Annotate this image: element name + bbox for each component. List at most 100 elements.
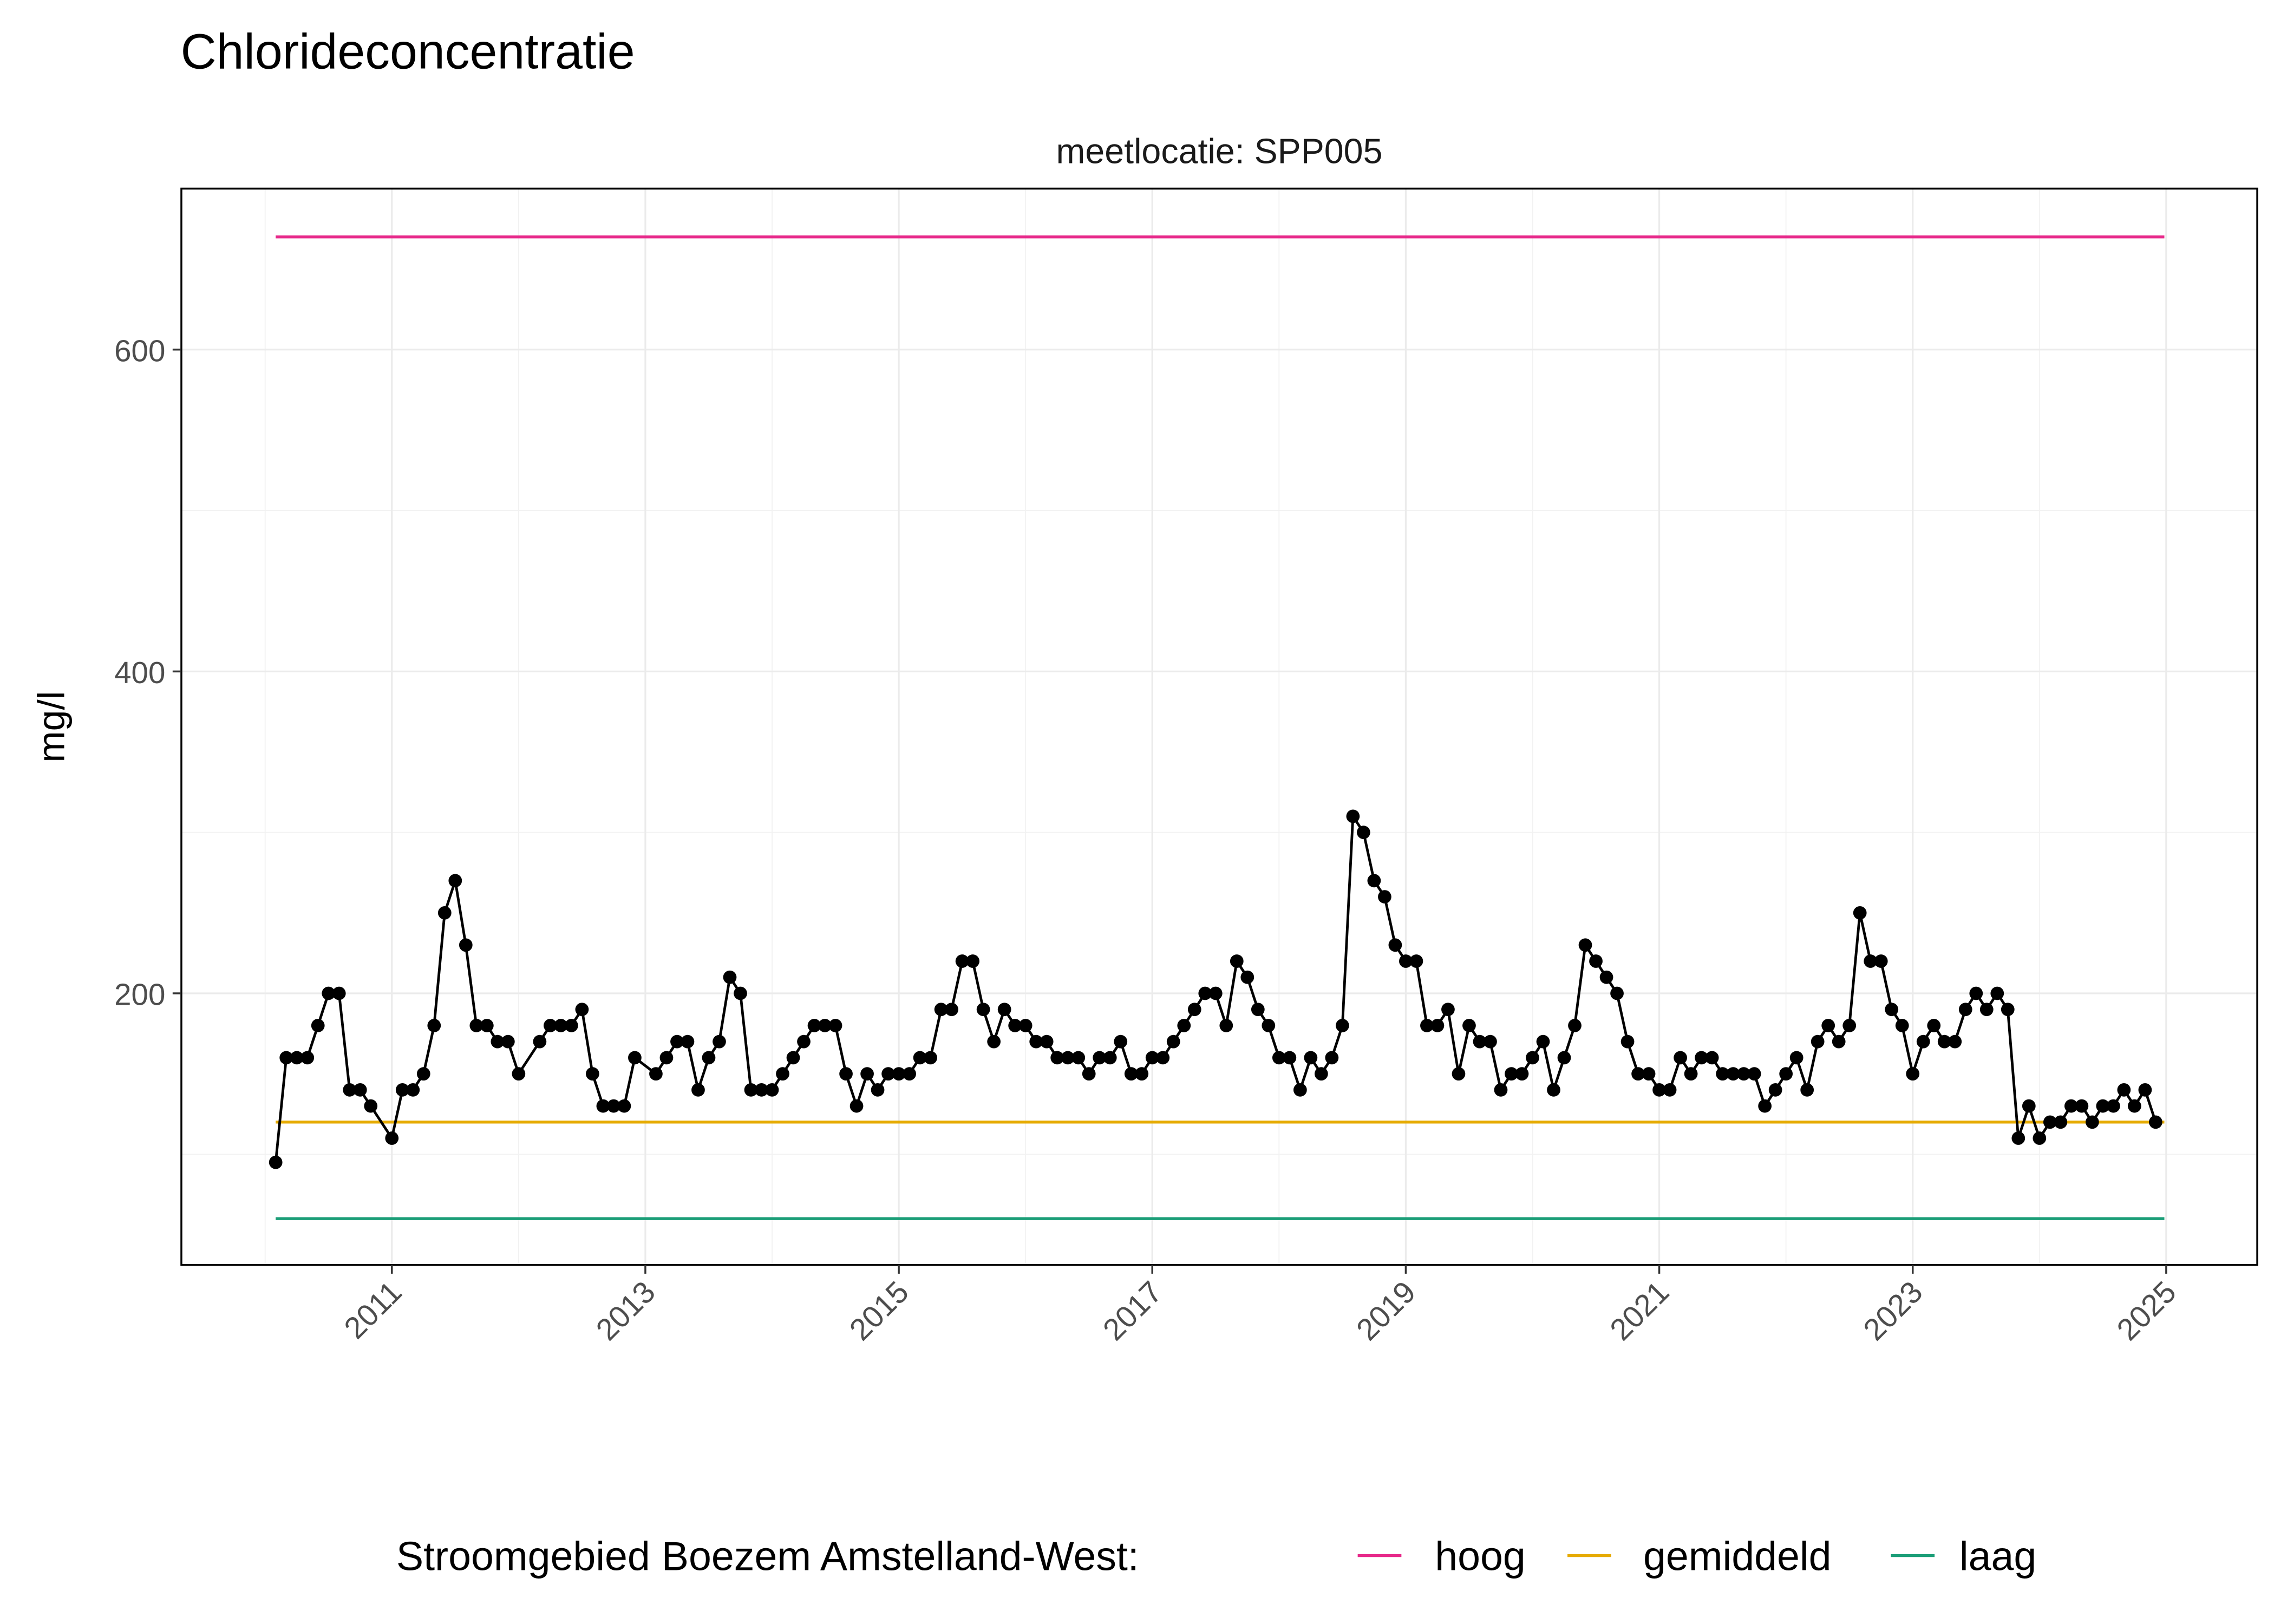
data-point bbox=[1430, 1019, 1445, 1032]
data-point bbox=[437, 906, 452, 920]
data-point bbox=[607, 1099, 620, 1113]
data-point bbox=[723, 970, 737, 984]
data-point bbox=[491, 1034, 505, 1049]
data-point bbox=[659, 1051, 674, 1065]
x-axis: 2011 2013 2015 2017 2019 2021 2023 2025 bbox=[337, 1265, 2182, 1347]
data-point bbox=[1166, 1034, 1180, 1049]
data-point bbox=[1599, 970, 1613, 984]
data-point bbox=[1842, 1019, 1857, 1032]
data-point bbox=[1526, 1051, 1539, 1065]
data-point bbox=[776, 1067, 789, 1081]
data-point bbox=[818, 1019, 832, 1032]
data-point bbox=[713, 1034, 726, 1049]
data-point bbox=[1346, 809, 1360, 823]
data-point bbox=[364, 1099, 378, 1113]
y-tick-label: 200 bbox=[114, 978, 165, 1012]
data-point bbox=[554, 1019, 568, 1032]
legend-label: laag bbox=[1959, 1533, 2036, 1579]
data-point bbox=[2022, 1099, 2036, 1113]
x-tick-label: 2019 bbox=[1350, 1275, 1422, 1347]
data-point bbox=[1610, 986, 1624, 1000]
data-point bbox=[744, 1083, 758, 1097]
data-point bbox=[1114, 1034, 1128, 1049]
data-point bbox=[1726, 1067, 1740, 1081]
data-point bbox=[290, 1051, 304, 1065]
data-point bbox=[1399, 954, 1413, 968]
x-tick-label: 2023 bbox=[1857, 1275, 1929, 1347]
data-point bbox=[924, 1051, 937, 1065]
data-point bbox=[1536, 1034, 1550, 1049]
data-point bbox=[913, 1051, 927, 1065]
data-point bbox=[1135, 1067, 1149, 1081]
data-point bbox=[1293, 1083, 1307, 1097]
data-point bbox=[1684, 1067, 1698, 1081]
data-point bbox=[1547, 1083, 1560, 1097]
data-point bbox=[1177, 1019, 1191, 1032]
data-point bbox=[1620, 1034, 1635, 1049]
data-point bbox=[2064, 1099, 2078, 1113]
data-point bbox=[976, 1003, 990, 1017]
data-point bbox=[1768, 1083, 1782, 1097]
legend: Stroomgebied Boezem Amstelland-West: hoo… bbox=[396, 1533, 2036, 1579]
data-point bbox=[892, 1067, 906, 1081]
data-point bbox=[1124, 1067, 1138, 1081]
data-point bbox=[1990, 986, 2004, 1000]
reference-lines bbox=[276, 235, 2165, 1220]
data-point bbox=[903, 1067, 916, 1081]
plot-panel-border bbox=[180, 187, 2258, 1266]
y-axis-label: mg/l bbox=[30, 691, 72, 763]
data-point bbox=[1494, 1083, 1508, 1097]
data-point bbox=[1008, 1019, 1022, 1032]
data-point bbox=[1156, 1051, 1170, 1065]
data-point bbox=[1462, 1019, 1476, 1032]
data-point bbox=[1969, 986, 1983, 1000]
data-point bbox=[987, 1034, 1001, 1049]
data-point bbox=[1061, 1051, 1075, 1065]
data-point bbox=[2043, 1115, 2057, 1129]
facet-label: meetlocatie: SPP005 bbox=[1056, 132, 1383, 171]
data-point bbox=[755, 1083, 768, 1097]
data-point bbox=[1145, 1051, 1159, 1065]
data-point bbox=[1473, 1034, 1487, 1049]
data-point bbox=[2138, 1083, 2152, 1097]
data-point bbox=[533, 1034, 547, 1049]
data-point bbox=[1674, 1051, 1687, 1065]
data-point bbox=[459, 938, 473, 952]
data-point bbox=[850, 1099, 864, 1113]
data-point bbox=[480, 1019, 494, 1032]
data-point bbox=[1948, 1034, 1962, 1049]
data-point bbox=[1187, 1003, 1201, 1017]
data-point bbox=[1262, 1019, 1276, 1032]
data-point bbox=[649, 1067, 663, 1081]
data-point bbox=[586, 1067, 599, 1081]
data-point bbox=[1663, 1083, 1677, 1097]
data-point bbox=[1420, 1019, 1434, 1032]
data-point bbox=[596, 1099, 610, 1113]
x-tick-label: 2021 bbox=[1603, 1275, 1675, 1347]
data-point bbox=[1208, 986, 1223, 1000]
grid bbox=[181, 188, 2258, 1265]
data-point bbox=[681, 1034, 695, 1049]
data-point bbox=[395, 1083, 409, 1097]
data-point bbox=[765, 1083, 779, 1097]
x-tick-label: 2013 bbox=[590, 1275, 662, 1347]
data-point bbox=[1716, 1067, 1729, 1081]
data-point bbox=[311, 1019, 325, 1032]
data-point bbox=[1251, 1003, 1265, 1017]
data-point bbox=[2001, 1003, 2015, 1017]
data-point bbox=[575, 1003, 589, 1017]
x-tick-label: 2025 bbox=[2110, 1275, 2182, 1347]
data-point bbox=[1314, 1067, 1328, 1081]
data-point bbox=[2117, 1083, 2131, 1097]
data-point bbox=[300, 1051, 315, 1065]
data-point bbox=[2096, 1099, 2110, 1113]
data-point bbox=[1240, 970, 1254, 984]
data-point bbox=[1958, 1003, 1972, 1017]
data-point bbox=[1747, 1067, 1761, 1081]
data-point bbox=[1979, 1003, 1994, 1017]
data-point bbox=[1198, 986, 1212, 1000]
data-point bbox=[501, 1034, 515, 1049]
data-point bbox=[1895, 1019, 1909, 1032]
data-point bbox=[1864, 954, 1878, 968]
data-point bbox=[702, 1051, 716, 1065]
